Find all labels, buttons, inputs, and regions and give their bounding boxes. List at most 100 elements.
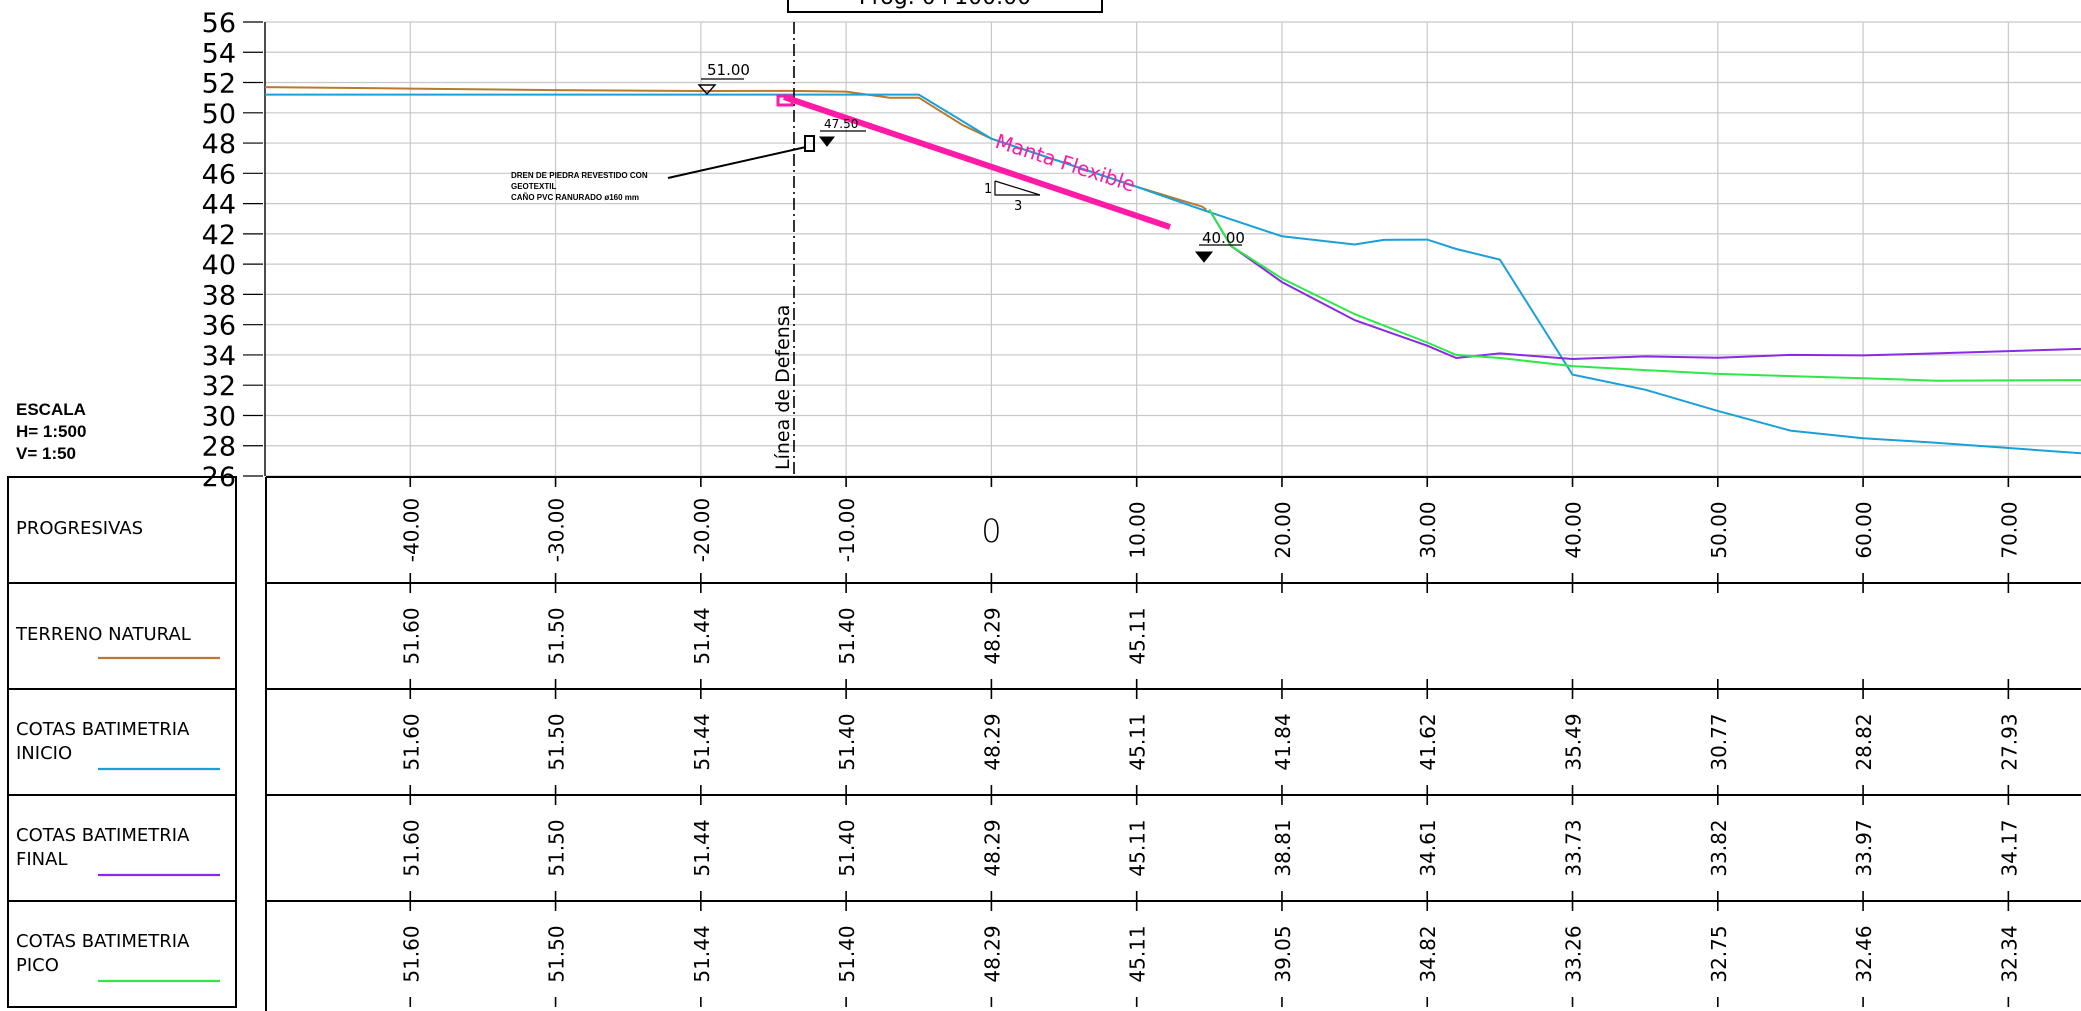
cota-value: 51.40 [835,925,859,982]
cota-value: 45.11 [1126,713,1150,770]
cota-value: 51.50 [545,607,569,664]
cota-value: 48.29 [980,713,1004,770]
drain-callout: DREN DE PIEDRA REVESTIDO CON GEOTEXTIL C… [511,135,815,202]
progresiva-label: 70.00 [1997,501,2021,558]
level-label-40: 40.00 [1202,229,1245,247]
cota-value: 34.61 [1416,819,1440,876]
slope-horizontal: 3 [1014,199,1022,214]
drain-leader-line [667,146,807,179]
scale-horizontal: H= 1:500 [16,422,87,441]
y-tick-label: 40 [202,250,236,281]
cota-value: 51.50 [545,925,569,982]
cota-value: 28.82 [1852,713,1876,770]
y-tick-label: 48 [202,129,236,160]
y-tick-label: 28 [202,432,236,463]
cota-value: 51.40 [835,607,859,664]
row-label-final-2: FINAL [16,849,68,870]
progresiva-label: -20.00 [690,498,714,562]
progresiva-label: 30.00 [1416,501,1440,558]
manta-flexible-line [783,94,1171,230]
scale-title: ESCALA [16,400,86,419]
cota-value: 51.44 [690,713,714,770]
slope-vertical: 1 [984,182,992,197]
manta-flexible: Manta Flexible [776,94,1171,230]
y-tick-label: 30 [202,401,236,432]
y-tick-label: 42 [202,220,236,251]
series-batimetria-inicio [265,93,2081,455]
cota-value: 51.44 [690,925,714,982]
level-marker-4750: 47.50 [818,117,866,147]
level-label-51: 51.00 [707,61,750,79]
cota-value: 34.82 [1416,925,1440,982]
series-batimetria-pico [1208,209,2081,382]
cota-value: 27.93 [1997,713,2021,770]
level-label-4750: 47.50 [824,117,858,131]
manta-anchor [776,94,794,107]
profile-title-box: Prog. 0+100.00 [787,0,1103,13]
cota-value: 33.82 [1707,819,1731,876]
level-marker-40: 40.00 [1194,229,1245,263]
cota-value: 35.49 [1562,713,1586,770]
cota-value: 45.11 [1126,607,1150,664]
row-label-pico-2: PICO [16,955,59,976]
progresiva-label: 20.00 [1271,501,1295,558]
cota-value: 51.50 [545,713,569,770]
row-label-inicio-2: INICIO [16,743,73,764]
cota-value: 30.77 [1707,713,1731,770]
cota-value: 39.05 [1271,925,1295,982]
progresiva-label: 0 [981,512,1001,550]
cota-value: 48.29 [980,925,1004,982]
y-tick-label: 44 [202,190,236,221]
cota-value: 51.60 [399,607,423,664]
y-tick-label: 38 [202,280,236,311]
cota-value: 32.46 [1852,925,1876,982]
cota-value: 32.34 [1997,925,2021,982]
y-tick-label: 50 [202,99,236,130]
scale-vertical: V= 1:50 [16,444,77,463]
y-tick-label: 52 [202,69,236,100]
cota-value: 51.40 [835,713,859,770]
row-label-final-1: COTAS BATIMETRIA [16,825,190,846]
cota-value: 51.60 [399,819,423,876]
cota-value: 51.44 [690,607,714,664]
row-label-box [7,476,237,1008]
y-tick-label: 34 [202,341,236,372]
cota-value: 33.73 [1562,819,1586,876]
cota-value: 33.97 [1852,819,1876,876]
cota-value: 34.17 [1997,819,2021,876]
level-marker-51: 51.00 [697,61,750,96]
profile-series [264,86,2081,455]
defense-line-label: Línea de Defensa [772,305,794,470]
y-tick-label: 54 [202,38,236,69]
cota-value: 45.11 [1126,925,1150,982]
row-label-progresivas: PROGRESIVAS [16,518,143,539]
drain-label-line3: CAÑO PVC RANURADO ø160 mm [511,193,639,202]
progresiva-label: -40.00 [399,498,423,562]
cota-value: 51.60 [399,925,423,982]
progresiva-label: 40.00 [1562,501,1586,558]
profile-title: Prog. 0+100.00 [859,0,1031,10]
y-tick-label: 46 [202,159,236,190]
cota-value: 51.44 [690,819,714,876]
series-batimetria-final [1208,209,2081,361]
cota-value: 48.29 [980,819,1004,876]
progresiva-label: 10.00 [1126,501,1150,558]
row-label-pico-1: COTAS BATIMETRIA [16,931,190,952]
cota-value: 45.11 [1126,819,1150,876]
y-tick-label: 32 [202,371,236,402]
y-tick-label: 56 [202,8,236,39]
drain-pipe-symbol [804,135,815,152]
drain-label-line1: DREN DE PIEDRA REVESTIDO CON [511,171,648,180]
drain-label-line2: GEOTEXTIL [511,182,556,191]
cota-value: 38.81 [1271,819,1295,876]
cota-value: 51.50 [545,819,569,876]
cota-value: 32.75 [1707,925,1731,982]
progresiva-label: 50.00 [1707,501,1731,558]
slope-indicator: 1 3 [984,180,1041,214]
cota-value: 41.84 [1271,713,1295,770]
cota-value: 51.60 [399,713,423,770]
cota-value: 41.62 [1416,713,1440,770]
cota-value: 51.40 [835,819,859,876]
